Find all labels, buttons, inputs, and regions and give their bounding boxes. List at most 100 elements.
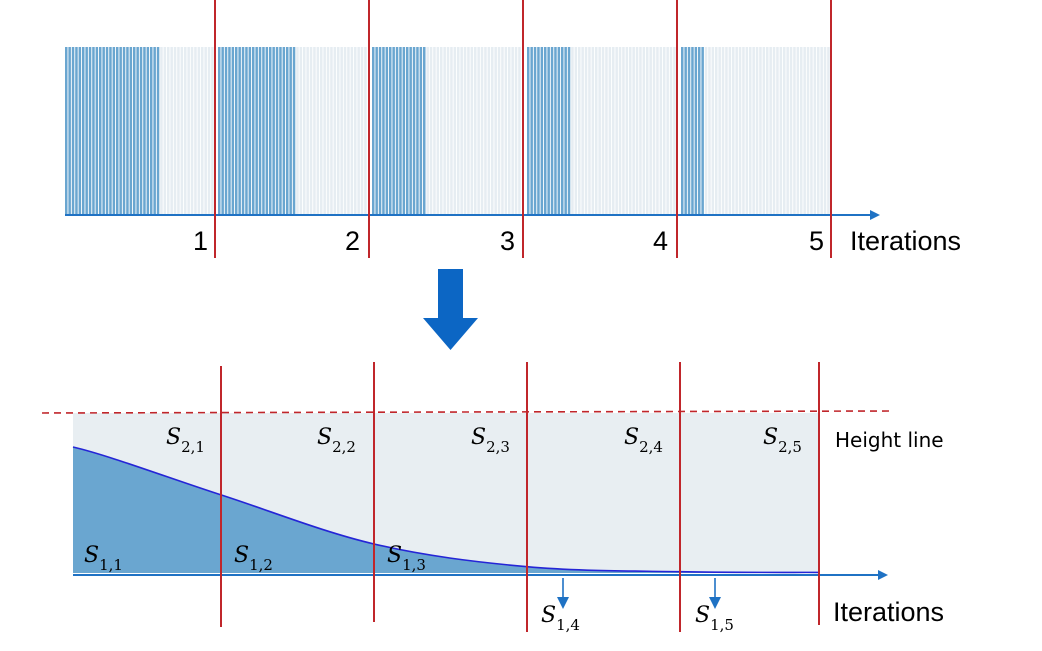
active-bar-it3-14 — [419, 47, 423, 215]
inactive-bar-it2-38 — [347, 47, 350, 215]
inactive-bar-it3-17 — [429, 47, 433, 215]
inactive-bar-it3-28 — [467, 47, 470, 215]
inactive-bar-it2-32 — [326, 47, 330, 215]
inactive-bar-it2-34 — [333, 47, 337, 215]
inactive-bar-it3-20 — [440, 47, 443, 215]
inactive-bar-it5-14 — [728, 47, 732, 215]
active-bar-it1-4 — [78, 47, 82, 215]
inactive-bar-it3-38 — [501, 47, 504, 215]
active-bar-it4-0 — [527, 47, 530, 215]
top-axis-label: Iterations — [850, 226, 961, 256]
active-bar-it2-12 — [258, 47, 262, 215]
label-s22: S2,2 — [317, 425, 356, 456]
inactive-bar-it1-29 — [163, 47, 167, 215]
active-bar-it3-8 — [399, 47, 402, 215]
active-bar-it4-9 — [557, 47, 561, 215]
inactive-bar-it5-25 — [766, 47, 769, 215]
inactive-bar-it3-36 — [494, 47, 497, 215]
top-tick-5: 5 — [809, 226, 824, 256]
active-bar-it4-7 — [550, 47, 554, 215]
inactive-bar-it3-35 — [491, 47, 494, 215]
active-bar-it2-13 — [262, 47, 265, 215]
inactive-bar-it5-42 — [823, 47, 827, 215]
active-bar-it3-11 — [409, 47, 412, 215]
active-bar-it2-4 — [231, 47, 235, 215]
label-s12: S1,2 — [234, 543, 273, 574]
inactive-bar-it4-29 — [625, 47, 629, 215]
inactive-bar-it2-27 — [309, 47, 313, 215]
active-bar-it5-5 — [698, 47, 701, 215]
inactive-bar-it2-37 — [343, 47, 347, 215]
decay-curve — [72, 446, 820, 574]
inactive-bar-it5-17 — [738, 47, 742, 215]
active-bar-it2-0 — [218, 47, 221, 215]
active-bar-it4-11 — [564, 47, 567, 215]
active-bar-it2-8 — [245, 47, 248, 215]
inactive-bar-it5-9 — [711, 47, 715, 215]
active-bar-it5-6 — [701, 47, 704, 215]
inactive-bar-it5-20 — [749, 47, 752, 215]
active-bar-it2-19 — [282, 47, 286, 215]
active-bar-it3-2 — [378, 47, 382, 215]
inactive-bar-it3-16 — [426, 47, 429, 215]
inactive-bar-it5-41 — [820, 47, 823, 215]
inactive-bar-it4-14 — [574, 47, 578, 215]
inactive-bar-it4-17 — [584, 47, 588, 215]
inactive-bar-it2-30 — [320, 47, 323, 215]
inactive-bar-it5-36 — [803, 47, 806, 215]
inactive-bar-it3-43 — [518, 47, 521, 215]
active-bar-it2-10 — [252, 47, 255, 215]
active-bar-it1-13 — [109, 47, 112, 215]
active-bar-it4-4 — [540, 47, 544, 215]
inactive-bar-it5-35 — [800, 47, 803, 215]
active-bar-it1-8 — [92, 47, 95, 215]
active-bar-it5-4 — [694, 47, 698, 215]
active-bar-it3-15 — [423, 47, 426, 215]
inactive-bar-it2-43 — [364, 47, 367, 215]
height-line — [41, 410, 891, 414]
inactive-bar-it3-41 — [511, 47, 514, 215]
active-bar-it4-3 — [537, 47, 540, 215]
inactive-bar-it1-36 — [187, 47, 190, 215]
inactive-bar-it2-31 — [323, 47, 326, 215]
active-bar-it2-1 — [221, 47, 224, 215]
active-bar-it2-18 — [279, 47, 282, 215]
active-bar-it2-2 — [224, 47, 228, 215]
inactive-bar-it5-32 — [789, 47, 793, 215]
top-tick-2: 2 — [345, 226, 360, 256]
inactive-bar-it3-42 — [514, 47, 518, 215]
inactive-bar-it5-28 — [776, 47, 779, 215]
inactive-bar-it4-28 — [622, 47, 625, 215]
inactive-bar-it3-22 — [446, 47, 450, 215]
inactive-bar-it2-36 — [340, 47, 343, 215]
inactive-bar-it4-33 — [639, 47, 642, 215]
inactive-bar-it5-31 — [786, 47, 789, 215]
active-bar-it1-15 — [116, 47, 119, 215]
inactive-bar-it5-23 — [759, 47, 762, 215]
inactive-bar-it4-22 — [601, 47, 605, 215]
inactive-bar-it5-22 — [755, 47, 759, 215]
inactive-bar-it4-32 — [635, 47, 639, 215]
active-bar-it1-5 — [82, 47, 85, 215]
inactive-bar-it4-30 — [629, 47, 632, 215]
inactive-bar-it4-41 — [666, 47, 669, 215]
inactive-bar-it5-33 — [793, 47, 796, 215]
inactive-bar-it3-33 — [484, 47, 487, 215]
active-bar-it1-12 — [105, 47, 109, 215]
active-bar-it5-3 — [691, 47, 694, 215]
inactive-bar-it4-43 — [673, 47, 676, 215]
inactive-bar-it4-42 — [669, 47, 673, 215]
inactive-bar-it3-24 — [453, 47, 457, 215]
inactive-bar-it3-19 — [436, 47, 440, 215]
inactive-bar-it4-40 — [663, 47, 666, 215]
active-bar-it5-0 — [681, 47, 684, 215]
active-bar-it2-11 — [255, 47, 258, 215]
inactive-bar-it3-34 — [487, 47, 491, 215]
active-bar-it3-12 — [412, 47, 416, 215]
top-tick-3: 3 — [500, 226, 515, 256]
active-bar-it1-21 — [136, 47, 139, 215]
inactive-bar-it5-26 — [769, 47, 772, 215]
inactive-bar-it5-18 — [742, 47, 745, 215]
inactive-bar-it3-39 — [504, 47, 508, 215]
